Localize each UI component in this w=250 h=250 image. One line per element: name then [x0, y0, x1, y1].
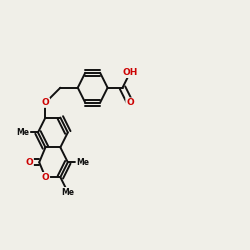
- Text: O: O: [42, 173, 49, 182]
- Text: Me: Me: [61, 188, 74, 196]
- Text: OH: OH: [122, 68, 138, 77]
- Text: Me: Me: [76, 158, 89, 167]
- Text: O: O: [26, 158, 33, 167]
- Text: O: O: [126, 98, 134, 107]
- Text: O: O: [42, 98, 49, 107]
- Text: Me: Me: [16, 128, 30, 137]
